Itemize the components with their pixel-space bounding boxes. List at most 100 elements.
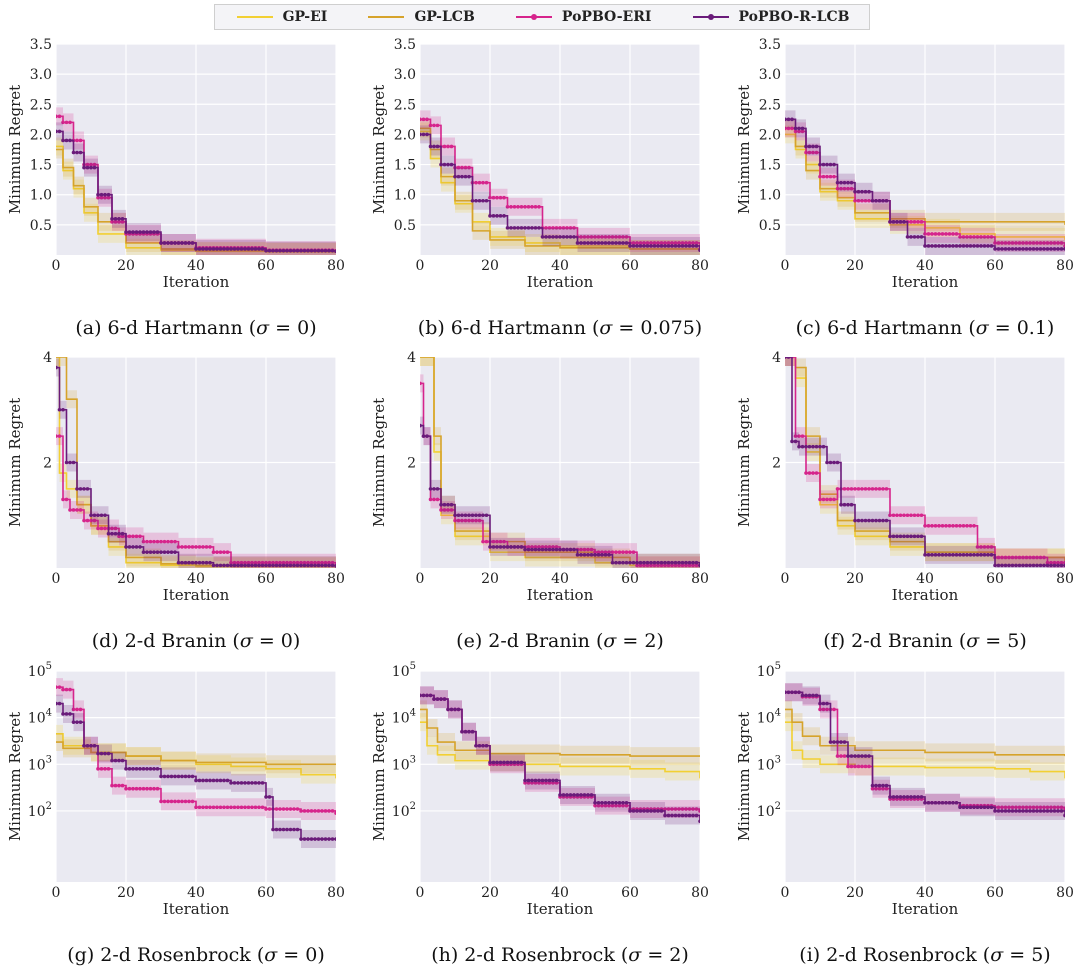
- series-marker: [790, 439, 794, 444]
- series-marker: [61, 497, 65, 502]
- series-marker: [596, 241, 601, 245]
- series-marker: [870, 783, 875, 788]
- series-marker: [187, 241, 191, 245]
- series-marker: [117, 220, 121, 224]
- series-marker: [117, 531, 121, 536]
- series-marker: [628, 550, 632, 554]
- series-marker: [930, 232, 934, 236]
- series-marker: [631, 244, 636, 248]
- series-marker: [68, 687, 72, 692]
- series-marker: [1017, 247, 1022, 251]
- series-marker: [694, 560, 699, 565]
- x-tick-label: 60: [257, 258, 275, 274]
- series-marker: [544, 235, 548, 239]
- series-marker: [926, 800, 931, 805]
- series-marker: [558, 235, 562, 239]
- series-marker: [481, 513, 485, 518]
- series-marker: [78, 707, 83, 712]
- series-marker: [677, 241, 681, 245]
- series-marker: [302, 837, 307, 841]
- series-marker: [968, 553, 973, 557]
- series-marker: [975, 244, 980, 248]
- series-marker: [579, 553, 583, 557]
- series-marker: [811, 144, 815, 149]
- series-marker: [516, 760, 520, 765]
- legend: GP-EI GP-LCB PoPBO-ERI PoPBO-R-LCB: [214, 4, 870, 30]
- x-tick-label: 0: [52, 885, 61, 901]
- series-marker: [811, 444, 815, 449]
- series-marker: [334, 811, 336, 815]
- series-marker: [421, 434, 426, 438]
- series-marker: [117, 783, 121, 788]
- series-marker: [57, 129, 62, 134]
- series-marker: [586, 793, 590, 797]
- series-marker: [208, 778, 212, 783]
- series-marker: [1010, 563, 1015, 568]
- series-marker: [881, 783, 885, 788]
- series-marker: [828, 460, 833, 465]
- series-marker: [208, 545, 212, 549]
- series-marker: [533, 204, 538, 209]
- series-marker: [204, 778, 209, 783]
- legend-label: PoPBO-ERI: [561, 9, 652, 25]
- y-tick-label: 105: [757, 661, 781, 680]
- y-axis-label: Minimum Regret: [6, 712, 24, 841]
- y-tick-label: 103: [757, 754, 781, 773]
- series-marker: [211, 247, 216, 251]
- series-marker: [491, 760, 496, 765]
- series-marker: [842, 502, 847, 507]
- subcaption-suffix: = 5): [979, 630, 1027, 652]
- series-marker: [923, 232, 927, 236]
- series-marker: [568, 226, 573, 230]
- series-marker: [420, 693, 422, 698]
- series-marker: [937, 232, 941, 236]
- series-marker: [530, 204, 534, 209]
- series-marker: [491, 545, 496, 549]
- series-marker: [547, 226, 552, 230]
- series-marker: [281, 807, 286, 811]
- series-marker: [194, 805, 198, 810]
- series-marker: [176, 241, 181, 245]
- series-marker: [912, 220, 917, 224]
- series-marker: [825, 701, 829, 706]
- series-marker: [811, 693, 815, 698]
- series-marker: [617, 800, 622, 805]
- x-tick-label: 60: [986, 258, 1004, 274]
- series-marker: [152, 550, 156, 554]
- series-marker: [593, 235, 597, 239]
- series-marker: [281, 560, 286, 565]
- x-tick-label: 60: [621, 571, 639, 587]
- series-marker: [537, 204, 541, 209]
- series-marker: [554, 778, 559, 783]
- series-marker: [477, 743, 482, 748]
- series-marker: [204, 560, 209, 565]
- series-marker: [155, 550, 160, 554]
- series-marker: [965, 805, 969, 810]
- subcaption-suffix: = 2): [616, 630, 664, 652]
- series-marker: [1049, 563, 1053, 568]
- series-marker: [603, 800, 608, 805]
- series-marker: [1028, 563, 1032, 568]
- confidence-band: [56, 724, 336, 788]
- y-tick-label: 2.5: [759, 97, 781, 113]
- series-marker: [484, 198, 489, 203]
- y-tick-label: 0.5: [759, 218, 781, 234]
- series-marker: [807, 471, 812, 475]
- series-marker: [183, 545, 188, 549]
- series-marker: [684, 244, 688, 248]
- series-marker: [432, 144, 436, 149]
- series-marker: [57, 434, 62, 438]
- series-marker: [320, 837, 324, 841]
- series-marker: [197, 560, 202, 565]
- series-marker: [793, 126, 798, 131]
- series-marker: [673, 241, 678, 245]
- series-marker: [993, 247, 997, 251]
- y-tick-label: 4: [772, 350, 781, 366]
- series-marker: [1010, 247, 1015, 251]
- series-marker: [895, 534, 899, 539]
- series-marker: [603, 550, 608, 554]
- x-tick-label: 0: [781, 258, 790, 274]
- x-tick-label: 80: [691, 885, 709, 901]
- series-marker: [124, 545, 128, 549]
- series-marker: [145, 550, 149, 554]
